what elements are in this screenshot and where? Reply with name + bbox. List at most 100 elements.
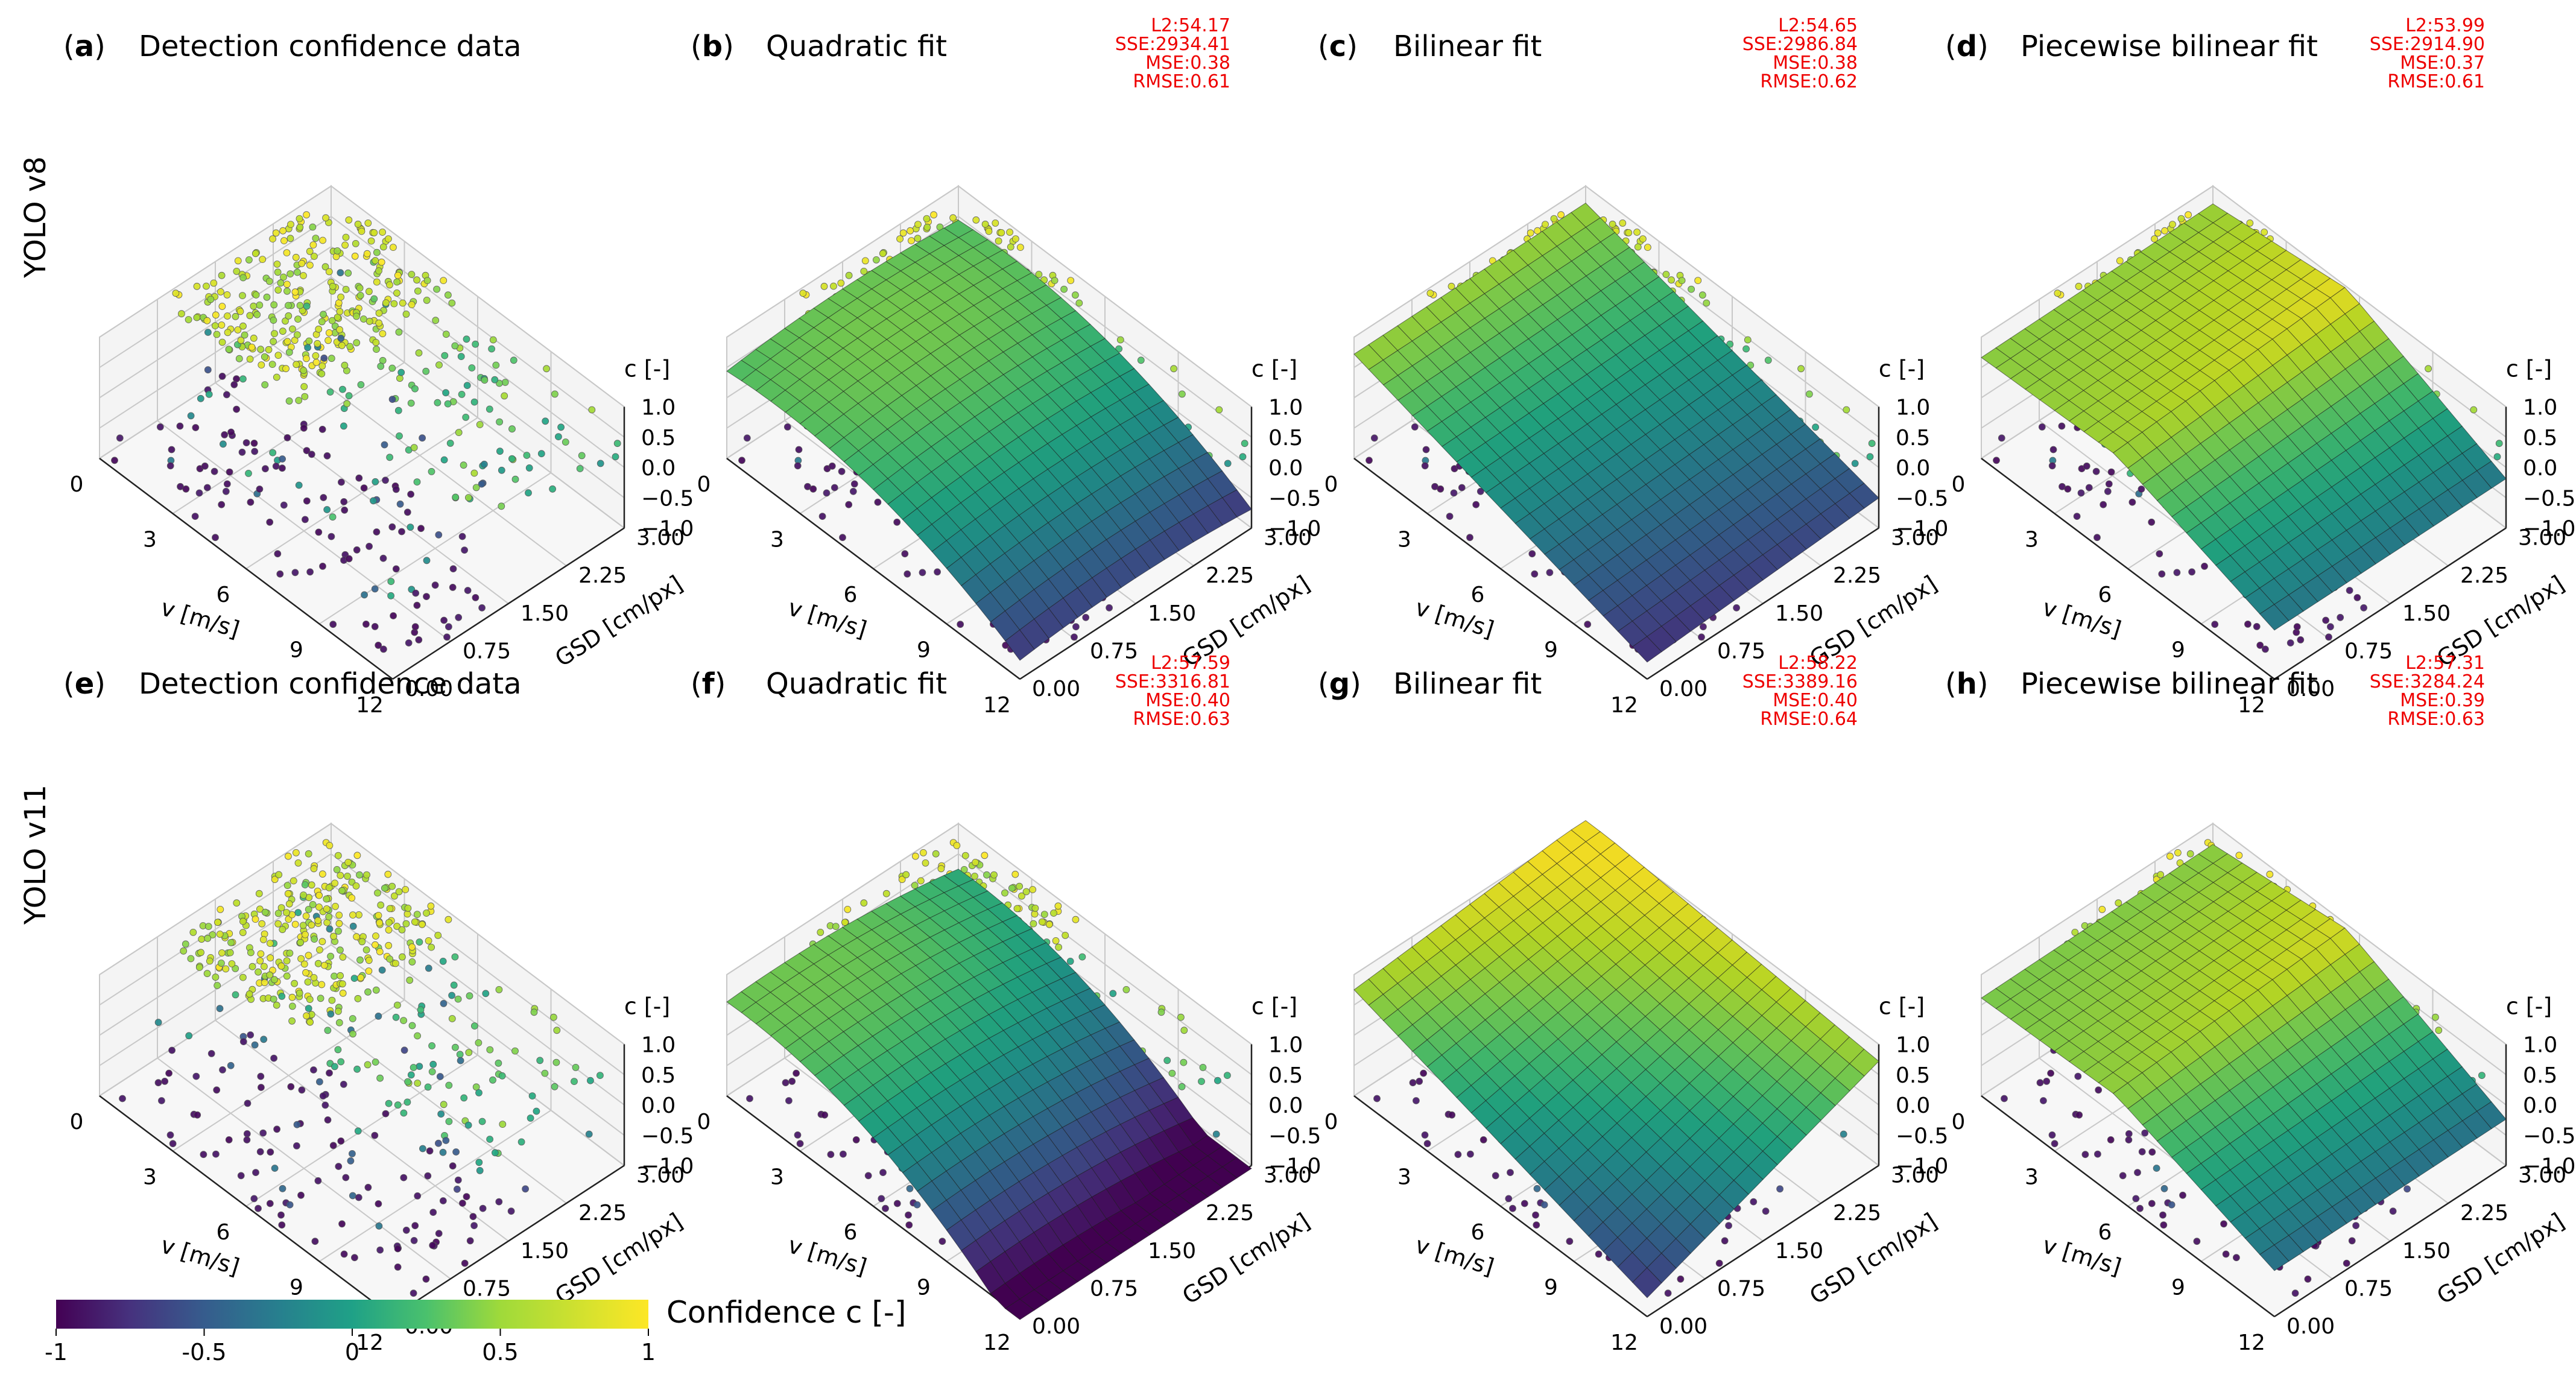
data-point xyxy=(443,633,451,641)
data-point xyxy=(435,1230,443,1238)
data-point xyxy=(314,1177,322,1185)
data-point xyxy=(998,229,1005,236)
data-point xyxy=(337,1058,345,1066)
data-point xyxy=(267,1148,274,1156)
x-tick-label: 0 xyxy=(1952,472,1966,497)
data-point xyxy=(2083,462,2090,470)
data-point xyxy=(2337,613,2344,621)
z-tick-label: 0.0 xyxy=(2523,456,2557,481)
data-point xyxy=(204,923,212,931)
data-point xyxy=(111,457,118,464)
data-point xyxy=(995,237,1002,245)
data-point xyxy=(378,966,386,974)
data-point xyxy=(523,452,531,459)
data-point xyxy=(782,1079,790,1087)
data-point xyxy=(981,220,989,228)
data-point xyxy=(1241,440,1248,448)
panel-title-text: Piecewise bilinear fit xyxy=(2021,30,2318,63)
data-point xyxy=(1744,336,1752,344)
fit-stat-mse: MSE:0.38 xyxy=(1145,52,1230,74)
data-point xyxy=(270,1054,278,1062)
data-point xyxy=(1060,285,1068,293)
data-point xyxy=(466,1237,474,1245)
data-point xyxy=(1072,916,1080,923)
data-point xyxy=(396,432,403,440)
data-point xyxy=(1694,277,1702,285)
data-point xyxy=(2038,423,2046,431)
data-point xyxy=(212,973,220,981)
data-point xyxy=(182,940,189,948)
data-point xyxy=(296,302,304,309)
data-point xyxy=(303,211,311,219)
x-tick-label: 3 xyxy=(1397,528,1411,552)
data-point xyxy=(259,1129,267,1137)
y-tick-label: 0.00 xyxy=(1032,1314,1080,1339)
data-point xyxy=(274,286,282,294)
data-point xyxy=(451,342,459,350)
data-point xyxy=(232,312,239,320)
data-point xyxy=(292,253,300,261)
x-tick-label: 3 xyxy=(770,1165,784,1190)
data-point xyxy=(411,1222,419,1230)
data-point xyxy=(2173,569,2181,577)
data-point xyxy=(2138,486,2145,493)
data-point xyxy=(923,215,931,223)
data-point xyxy=(321,263,329,271)
x-tick-label: 9 xyxy=(290,1276,303,1300)
data-point xyxy=(423,909,430,917)
data-point xyxy=(285,397,293,405)
data-point xyxy=(303,497,311,505)
data-point xyxy=(1566,1238,1574,1245)
gridline xyxy=(1353,185,1879,408)
data-point xyxy=(203,970,211,978)
data-point xyxy=(428,468,435,475)
data-point xyxy=(324,337,332,344)
data-point xyxy=(879,250,887,258)
data-point xyxy=(192,1072,200,1080)
data-point xyxy=(328,355,335,362)
data-point xyxy=(356,291,364,299)
data-point xyxy=(325,268,333,276)
data-point xyxy=(411,623,419,631)
y-tick-label: 2.25 xyxy=(1206,563,1254,588)
data-point xyxy=(407,490,414,498)
data-point xyxy=(463,335,470,343)
data-point xyxy=(324,1116,332,1124)
data-point xyxy=(283,249,291,257)
data-point xyxy=(472,594,479,601)
data-point xyxy=(414,1192,422,1200)
data-point xyxy=(399,299,407,307)
data-point xyxy=(218,303,226,310)
data-point xyxy=(461,1259,469,1267)
data-point xyxy=(246,312,254,320)
data-point xyxy=(394,271,402,279)
data-point xyxy=(906,1185,914,1192)
data-point xyxy=(282,365,290,373)
data-point xyxy=(247,498,255,506)
data-point xyxy=(366,317,373,325)
data-point xyxy=(315,325,323,333)
panel-title: (c) xyxy=(1318,30,1358,63)
y-tick-label: 2.25 xyxy=(1206,1201,1254,1226)
data-point xyxy=(300,272,307,279)
data-point xyxy=(1039,918,1046,926)
data-point xyxy=(1177,1013,1185,1021)
data-point xyxy=(442,389,449,397)
data-point xyxy=(218,271,226,279)
data-point xyxy=(1531,570,1539,578)
data-point xyxy=(528,1092,536,1099)
data-point xyxy=(2493,453,2501,461)
data-point xyxy=(831,484,838,492)
data-point xyxy=(257,1072,265,1080)
data-point xyxy=(1458,484,1466,492)
data-point xyxy=(226,468,233,476)
data-point xyxy=(283,909,290,917)
data-point xyxy=(555,433,562,440)
data-point xyxy=(1703,299,1710,307)
data-point xyxy=(392,565,400,573)
data-point xyxy=(257,950,265,958)
data-point xyxy=(794,462,802,470)
data-point xyxy=(549,485,556,493)
data-point xyxy=(1198,1078,1205,1085)
y-axis-line xyxy=(1019,527,1252,680)
